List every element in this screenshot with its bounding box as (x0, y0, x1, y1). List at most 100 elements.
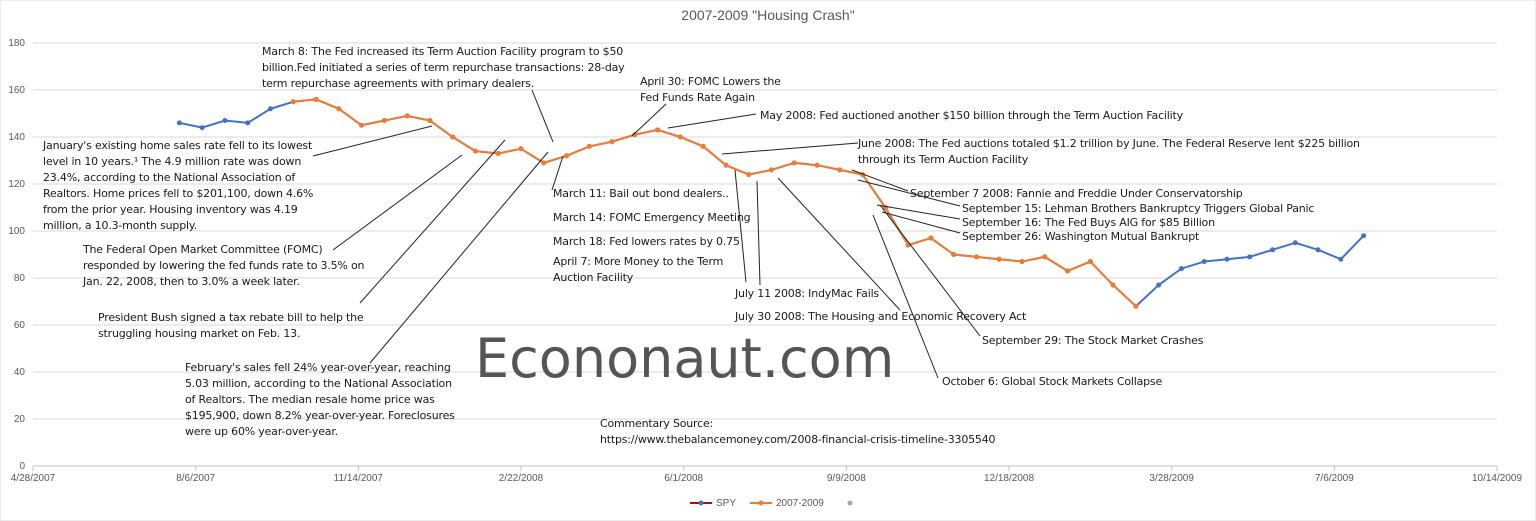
point (176, 120, 182, 126)
source-url: https://www.thebalancemoney.com/2008-fin… (600, 433, 996, 446)
point (996, 256, 1002, 262)
annotation-arrow (857, 179, 961, 207)
y-tick-label: 100 (8, 226, 25, 237)
annotation: March 11: Bail out bond dealers.. (553, 187, 729, 200)
watermark: Econonaut.com (475, 327, 895, 390)
x-tick-label: 6/1/2008 (664, 473, 703, 484)
annotation-arrow (721, 142, 859, 155)
point (928, 235, 934, 241)
x-tick-label: 2/22/2008 (499, 473, 544, 484)
point (267, 106, 273, 112)
series-line (293, 98, 1137, 307)
point (222, 118, 228, 124)
annotation: June 2008: The Fed auctions totaled $1.2… (858, 137, 1360, 166)
point (472, 148, 478, 154)
point (199, 125, 205, 131)
x-tick-label: 10/14/2009 (1472, 473, 1522, 484)
y-tick-label: 160 (8, 85, 25, 96)
annotation: September 16: The Fed Buys AIG for $85 B… (962, 216, 1215, 229)
y-tick-label: 80 (14, 273, 26, 284)
point (495, 150, 501, 156)
annotation: January's existing home sales rate fell … (43, 139, 314, 232)
annotation: March 14: FOMC Emergency Meeting (553, 211, 751, 224)
point (632, 132, 638, 138)
annotation-arrow (531, 89, 554, 143)
annotation: September 15: Lehman Brothers Bankruptcy… (962, 202, 1315, 215)
annotation: April 30: FOMC Lowers the Fed Funds Rate… (640, 75, 781, 104)
annotation: September 29: The Stock Market Crashes (982, 334, 1204, 347)
point (1315, 247, 1321, 253)
annotation: September 7 2008: Fannie and Freddie Und… (910, 187, 1243, 200)
annotation-arrow (551, 155, 564, 191)
annotation-arrow (631, 103, 667, 137)
x-tick-label: 8/6/2007 (176, 473, 215, 484)
annotation-arrow (879, 204, 981, 337)
annotation-arrow (876, 204, 961, 220)
chart-title: 2007-2009 "Housing Crash" (681, 7, 854, 23)
annotation: July 11 2008: IndyMac Fails (735, 287, 879, 300)
annotation-arrow (756, 180, 761, 286)
point (677, 134, 683, 140)
point (381, 118, 387, 124)
point (336, 106, 342, 112)
point (586, 143, 592, 149)
point (1133, 303, 1139, 309)
annotation: October 6: Global Stock Markets Collapse (942, 375, 1163, 388)
x-tick-label: 9/9/2008 (827, 473, 866, 484)
y-tick-label: 20 (14, 414, 26, 425)
annotation-arrow (872, 214, 939, 379)
annotation: March 18: Fed lowers rates by 0.75 (553, 235, 740, 248)
annotation: May 2008: Fed auctioned another $150 bil… (760, 109, 1183, 122)
point (245, 120, 251, 126)
point (518, 146, 524, 152)
x-tick-label: 7/6/2009 (1315, 473, 1354, 484)
point (1042, 254, 1048, 260)
annotation-arrow (369, 151, 549, 364)
x-tick-label: 11/14/2007 (334, 473, 384, 484)
point (951, 252, 957, 257)
annotation: February's sales fell 24% year-over-year… (185, 361, 455, 438)
y-tick-label: 140 (8, 132, 25, 143)
point (427, 118, 433, 124)
point (1247, 254, 1253, 260)
point (1361, 233, 1367, 239)
annotation: April 7: More Money to the Term Auction … (553, 255, 724, 284)
point (837, 167, 843, 173)
annotation-arrow (332, 154, 463, 251)
point (1087, 259, 1093, 265)
y-tick-label: 0 (19, 461, 25, 472)
point (313, 96, 319, 102)
x-tick-label: 12/18/2008 (984, 473, 1034, 484)
point (746, 172, 752, 178)
point (1156, 282, 1162, 288)
legend-marker (758, 500, 764, 506)
point (1201, 259, 1207, 265)
annotation-arrow (777, 177, 901, 311)
legend-marker (847, 500, 853, 506)
x-tick-label: 4/28/2007 (11, 473, 56, 484)
annotation-arrow (851, 169, 909, 192)
annotation-arrow (881, 211, 961, 234)
point (359, 122, 365, 128)
y-tick-label: 60 (14, 320, 26, 331)
y-tick-label: 40 (14, 367, 26, 378)
point (700, 143, 706, 149)
point (723, 162, 729, 168)
annotation-arrow (667, 113, 757, 129)
point (655, 127, 661, 133)
point (1224, 256, 1230, 262)
point (791, 160, 797, 166)
point (973, 254, 979, 260)
x-tick-label: 3/28/2009 (1149, 473, 1194, 484)
legend-label: SPY (716, 498, 736, 509)
annotation-arrow (734, 169, 747, 283)
annotation: September 26: Washington Mutual Bankrupt (962, 230, 1200, 243)
point (404, 113, 410, 119)
annotation-arrow (359, 139, 506, 304)
point (1338, 256, 1344, 262)
point (769, 167, 775, 173)
point (290, 99, 296, 105)
